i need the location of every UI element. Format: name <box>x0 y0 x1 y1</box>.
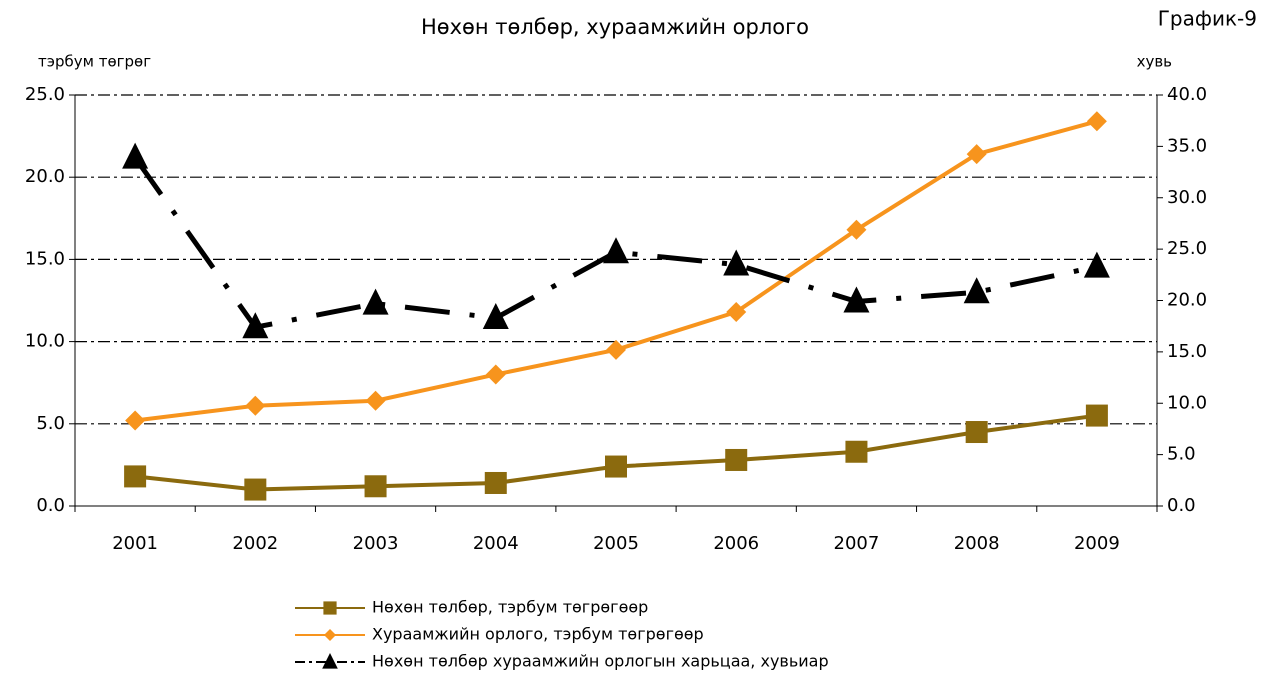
y-axis-label: тэрбум төгрөг <box>38 53 151 71</box>
y-tick-label: 25.0 <box>25 84 65 105</box>
legend-label: Хураамжийн орлого, тэрбум төгрөгөөр <box>372 625 704 644</box>
x-tick-label: 2009 <box>1074 533 1120 554</box>
x-tick-label: 2003 <box>353 533 399 554</box>
series-marker <box>846 219 867 240</box>
series-line <box>133 156 1098 330</box>
legend-marker <box>323 601 337 615</box>
series-marker <box>125 410 146 431</box>
x-tick-label: 2002 <box>232 533 278 554</box>
series-marker <box>725 448 748 471</box>
series-marker <box>362 288 389 315</box>
series-marker <box>122 142 149 169</box>
series-marker <box>485 364 506 385</box>
y-tick-label: 5.0 <box>36 413 65 434</box>
series-marker <box>364 475 387 498</box>
series-line <box>134 119 1098 423</box>
series-marker <box>245 395 266 416</box>
legend-marker <box>322 653 338 669</box>
y2-tick-label: 15.0 <box>1167 341 1207 362</box>
series-marker <box>365 390 386 411</box>
y-tick-label: 20.0 <box>25 166 65 187</box>
y2-tick-label: 10.0 <box>1167 392 1207 413</box>
x-tick-label: 2004 <box>473 533 519 554</box>
series-marker <box>605 455 627 478</box>
series-marker <box>1083 251 1110 278</box>
legend-marker <box>324 629 336 641</box>
y2-axis-label: хувь <box>1137 53 1172 71</box>
x-tick-label: 2005 <box>593 533 639 554</box>
series-marker <box>603 237 629 264</box>
y2-tick-label: 40.0 <box>1167 84 1207 105</box>
y2-tick-label: 20.0 <box>1167 290 1207 311</box>
y-tick-label: 15.0 <box>25 248 65 269</box>
series-marker <box>845 440 868 463</box>
y2-tick-label: 0.0 <box>1167 495 1196 516</box>
series-marker <box>965 421 988 444</box>
series-marker <box>482 302 509 329</box>
chart-annotation: График-9 <box>1158 7 1257 31</box>
x-tick-label: 2008 <box>954 533 1000 554</box>
y2-tick-label: 30.0 <box>1167 187 1207 208</box>
series-marker <box>606 339 626 360</box>
y-tick-label: 0.0 <box>36 495 65 516</box>
series-marker <box>843 286 870 313</box>
chart-title: Нөхөн төлбөр, хураамжийн орлого <box>421 15 809 39</box>
series-marker <box>723 249 750 276</box>
series-marker <box>244 478 267 501</box>
series-marker <box>726 302 747 323</box>
series-marker <box>1086 111 1107 132</box>
y2-tick-label: 35.0 <box>1167 135 1207 156</box>
y2-tick-label: 25.0 <box>1167 238 1207 259</box>
series-marker <box>966 144 987 165</box>
y-tick-label: 10.0 <box>25 331 65 352</box>
series-marker <box>963 277 990 304</box>
y2-tick-label: 5.0 <box>1167 444 1196 465</box>
series-marker <box>124 465 147 488</box>
series-line <box>134 413 1098 492</box>
x-tick-label: 2006 <box>713 533 759 554</box>
legend-label: Нөхөн төлбөр хураамжийн орлогын харьцаа,… <box>372 652 829 671</box>
series-marker <box>242 312 269 339</box>
legend-label: Нөхөн төлбөр, тэрбум төгрөгөөр <box>372 598 648 617</box>
x-tick-label: 2007 <box>834 533 880 554</box>
series-marker <box>1085 404 1108 427</box>
series-marker <box>484 471 507 494</box>
x-tick-label: 2001 <box>112 533 158 554</box>
